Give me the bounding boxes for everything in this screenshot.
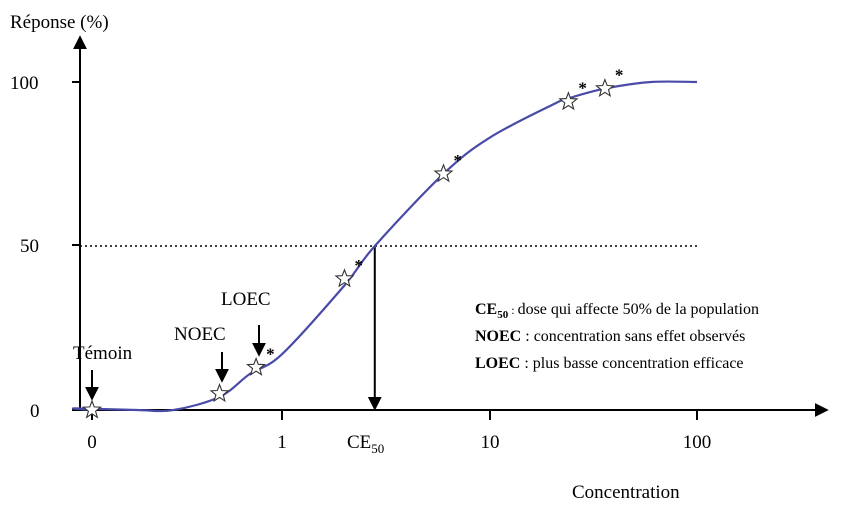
x-axis-title: Concentration — [572, 482, 680, 503]
y-tick-label-0: 0 — [30, 401, 40, 422]
legend-item-noec: NOEC : concentration sans effet observés — [475, 328, 745, 345]
noec-label: NOEC — [174, 324, 226, 345]
ec50-axis-label: CE50 — [347, 432, 384, 456]
significance-asterisk: * — [355, 256, 364, 275]
data-point-star — [334, 268, 355, 288]
data-point-star — [594, 78, 616, 98]
legend-item-loec: LOEC : plus basse concentration efficace — [475, 355, 744, 372]
significance-asterisk: * — [578, 79, 587, 98]
significance-asterisk: * — [266, 344, 275, 363]
y-tick-label-100: 100 — [10, 73, 39, 94]
x-tick-label-100: 100 — [683, 432, 712, 453]
data-point-star — [558, 91, 579, 111]
data-point-star — [209, 383, 230, 403]
significance-asterisk: * — [615, 66, 624, 85]
x-tick-label-10: 10 — [481, 432, 500, 453]
data-point-star — [81, 399, 103, 419]
data-point-star — [433, 163, 454, 183]
data-points: * * * * * — [81, 66, 624, 419]
loec-label: LOEC — [221, 289, 271, 310]
legend: CE50 : dose qui affecte 50% de la popula… — [475, 301, 759, 372]
legend-item-ce50: CE50 : dose qui affecte 50% de la popula… — [475, 301, 759, 321]
y-tick-label-50: 50 — [20, 236, 39, 257]
dose-response-curve — [71, 80, 698, 413]
temoin-label: Témoin — [73, 343, 133, 364]
significance-asterisk: * — [454, 151, 463, 170]
x-tick-label-1: 1 — [277, 432, 287, 453]
data-point-star — [245, 356, 267, 376]
y-axis-title: Réponse (%) — [10, 12, 109, 33]
x-tick-label-0: 0 — [87, 432, 97, 453]
